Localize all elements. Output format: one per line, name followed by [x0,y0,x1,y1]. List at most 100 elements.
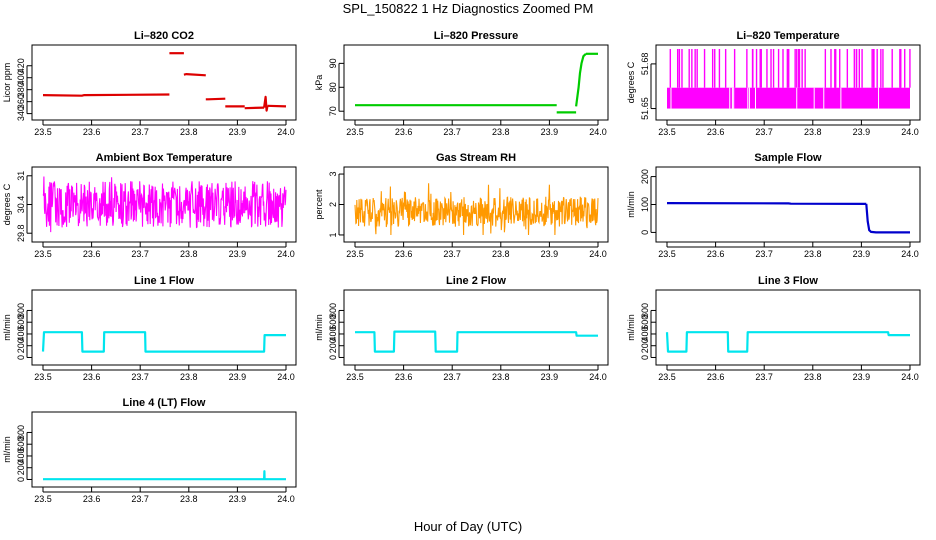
series-line [244,106,265,110]
y-tick-label: 51.65 [640,97,650,120]
y-tick-label: 3 [328,172,338,177]
x-tick-label: 23.5 [658,249,676,259]
x-tick-label: 23.5 [346,372,364,382]
series-line [355,330,598,353]
y-tick-label: 400 [16,326,26,341]
x-tick-label: 23.5 [658,127,676,137]
panel-title: Line 2 Flow [446,275,506,287]
panel-title: Line 1 Flow [134,275,194,287]
x-tick-label: 23.7 [131,127,149,137]
noise-trace [354,183,599,236]
x-tick-label: 23.8 [180,127,198,137]
x-tick-label: 23.6 [707,372,725,382]
y-tick-label: 600 [640,315,650,330]
plot-frame [655,166,921,243]
x-tick-label: 23.9 [853,249,871,259]
y-tick-label: 51.68 [640,53,650,76]
series-line [575,53,587,107]
y-tick-label: 80 [328,82,338,92]
series-line [665,331,910,353]
x-tick-label: 24.0 [901,249,919,259]
y-tick-label: 200 [328,338,338,353]
y-tick-label: 400 [16,448,26,463]
x-tick-label: 23.5 [658,372,676,382]
x-tick-label: 23.7 [755,249,773,259]
chart-panel: Li–820 CO2 Licor ppm 23.5 23.6 23.7 23.8 23.9 2… [2,30,297,137]
data-layer [43,470,286,481]
y-tick-label: 0 [640,230,650,235]
x-tick-label: 23.6 [707,127,725,137]
panel-title: Line 4 (LT) Flow [123,397,206,409]
x-tick-label: 23.7 [443,127,461,137]
plot-frame [343,289,609,366]
y-tick-label: 100 [640,197,650,212]
y-axis-label: percent [314,189,324,220]
panel-title: Li–820 Pressure [434,30,518,42]
x-tick-label: 24.0 [589,249,607,259]
y-tick-label: 70 [328,106,338,116]
x-tick-label: 23.8 [804,249,822,259]
data-layer [355,330,598,353]
y-axis-label: ml/min [2,436,12,463]
series-line [205,97,226,101]
plot-frame [655,289,921,366]
x-tick-label: 23.6 [395,127,413,137]
figure-title: SPL_150822 1 Hz Diagnostics Zoomed PM [343,1,594,16]
x-tick-label: 23.5 [34,494,52,504]
y-tick-label: 800 [640,303,650,318]
y-axis-label: ml/min [626,314,636,341]
x-tick-label: 23.8 [492,127,510,137]
x-tick-label: 23.6 [707,249,725,259]
x-tick-label: 23.9 [541,127,559,137]
temperature-band [667,87,910,109]
x-tick-label: 23.7 [131,494,149,504]
y-axis-label: ml/min [314,314,324,341]
y-tick-label: 0 [640,355,650,360]
y-tick-label: 600 [16,315,26,330]
x-tick-label: 23.6 [395,249,413,259]
panel-title: Sample Flow [754,152,822,164]
data-layer [42,176,287,233]
x-tick-label: 23.6 [83,249,101,259]
data-layer [665,331,910,353]
x-tick-label: 23.6 [83,372,101,382]
x-tick-label: 23.9 [229,249,247,259]
x-tick-label: 23.9 [853,127,871,137]
x-tick-label: 23.9 [229,372,247,382]
x-tick-label: 23.9 [229,494,247,504]
x-tick-label: 24.0 [277,494,295,504]
chart-panel: Li–820 Temperature degrees C 23.5 23.6 23.7 2… [626,30,921,137]
chart-panel: Sample Flow ml/min 23.5 23.6 23.7 23.8 23.9 24.… [626,152,921,259]
y-tick-label: 29.8 [16,224,26,242]
x-tick-label: 23.7 [131,249,149,259]
x-tick-label: 24.0 [901,372,919,382]
x-tick-label: 23.8 [804,127,822,137]
chart-panel: Ambient Box Temperature degrees C 23.5 23.6… [2,152,297,259]
noise-trace [42,176,287,233]
chart-panel: Gas Stream RH percent 23.5 23.6 23.7 23.8 23.9… [314,152,609,259]
plot-frame [655,44,921,121]
panels-container: Li–820 CO2 Licor ppm 23.5 23.6 23.7 23.8 23.9 2… [2,30,921,504]
panel-title: Line 3 Flow [758,275,818,287]
x-tick-label: 23.7 [131,372,149,382]
x-tick-label: 23.8 [804,372,822,382]
chart-panel: Line 2 Flow ml/min 23.5 23.6 23.7 23.8 23.9 24.… [314,275,609,382]
series-line [42,93,170,97]
y-tick-label: 800 [328,303,338,318]
y-tick-label: 800 [16,303,26,318]
y-tick-label: 400 [16,70,26,85]
y-axis-label: degrees C [626,61,636,103]
x-tick-label: 23.9 [541,372,559,382]
x-tick-label: 23.9 [229,127,247,137]
x-tick-label: 24.0 [277,249,295,259]
y-axis-label: Licor ppm [2,63,12,103]
x-tick-label: 23.9 [541,249,559,259]
x-tick-label: 23.8 [492,372,510,382]
plot-frame [31,44,297,121]
y-axis-label: ml/min [626,191,636,218]
y-tick-label: 2 [328,202,338,207]
y-tick-label: 0 [16,477,26,482]
y-tick-label: 400 [640,326,650,341]
x-tick-label: 23.5 [34,372,52,382]
